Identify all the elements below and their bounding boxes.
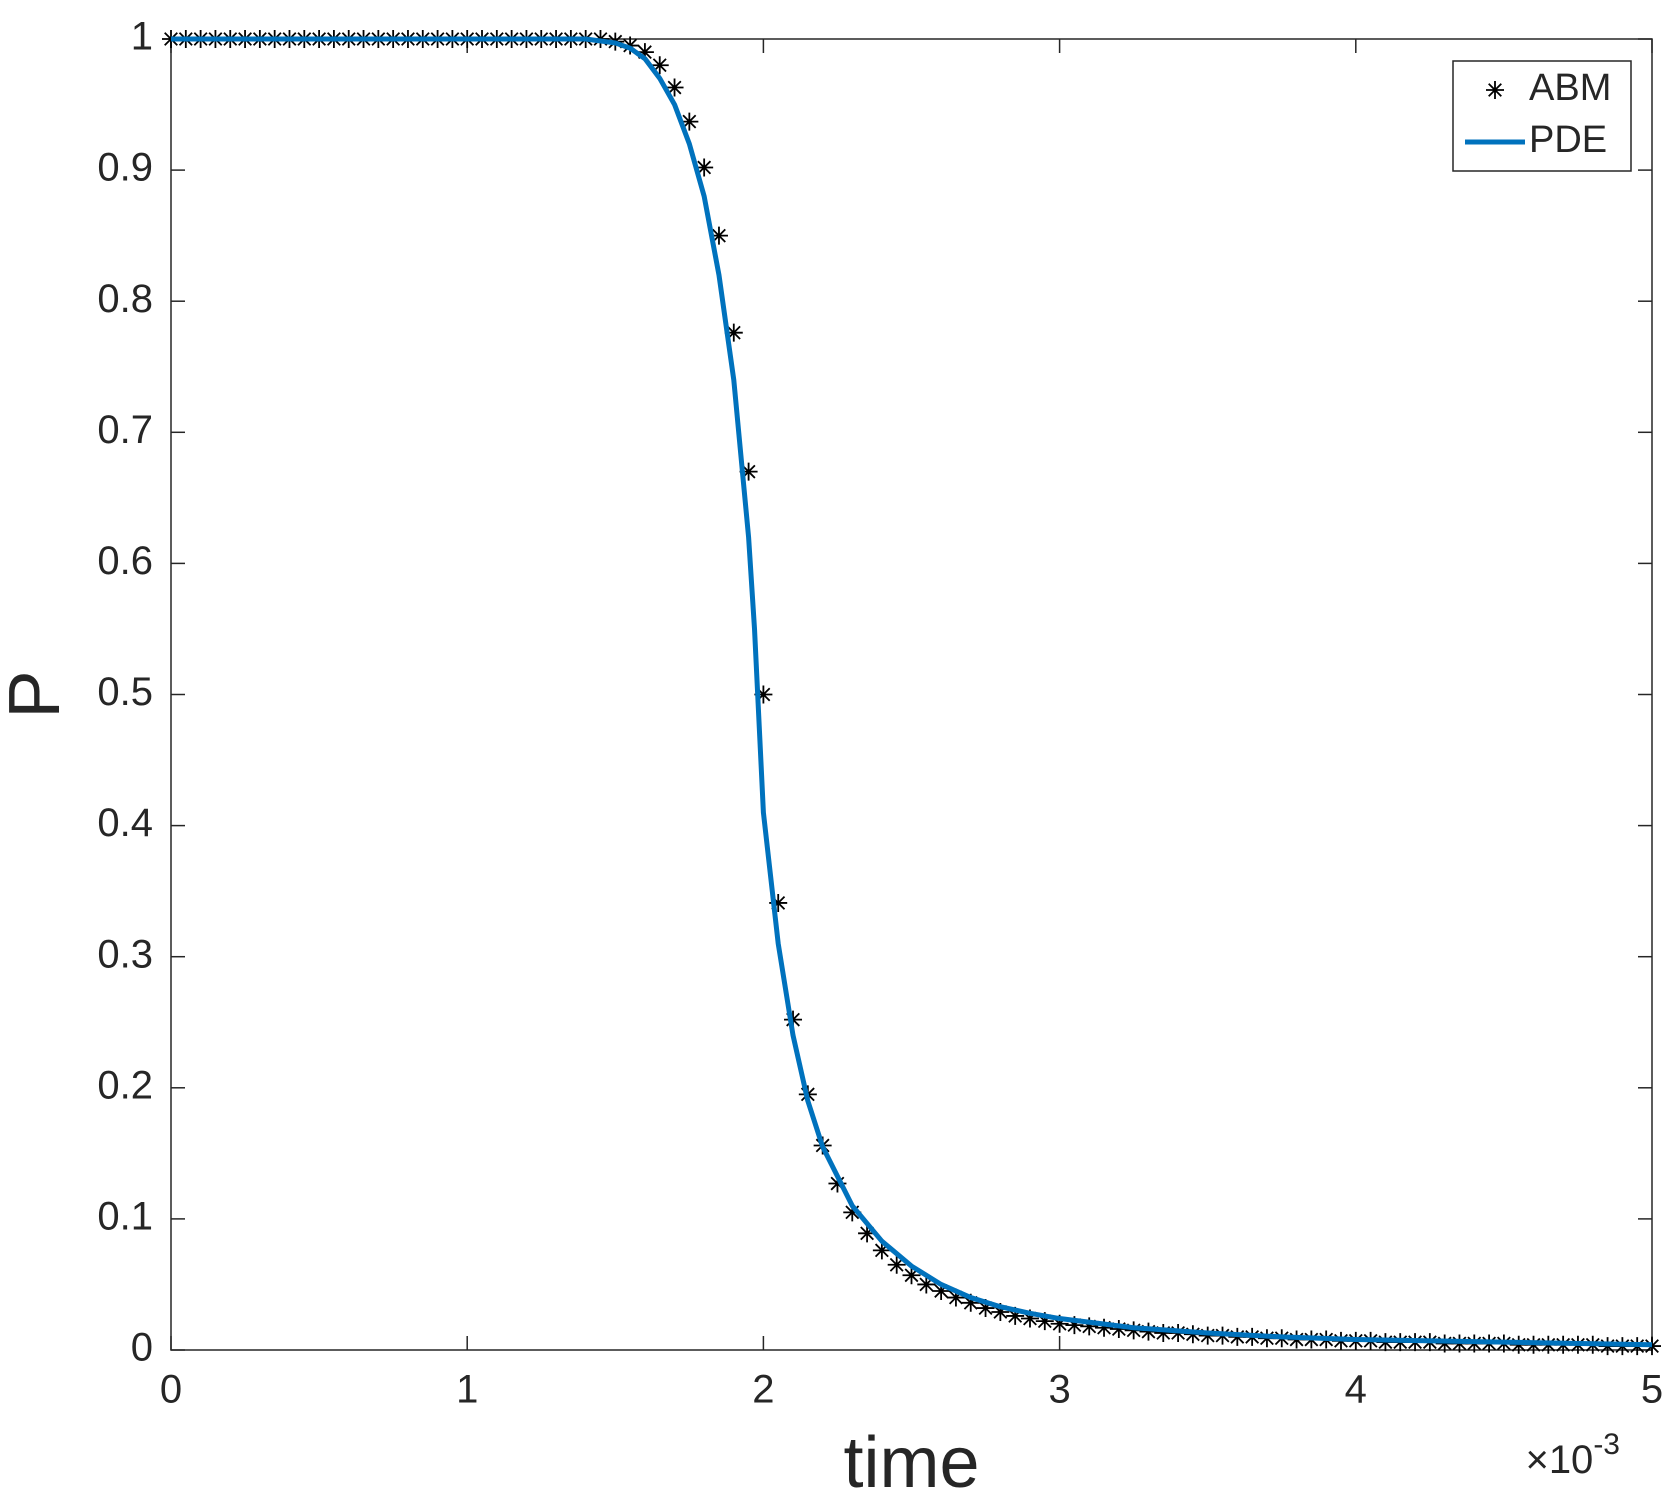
abm-marker <box>635 43 654 62</box>
abm-marker <box>932 1282 951 1301</box>
y-tick-label: 0.7 <box>97 408 153 452</box>
y-tick-label: 0.4 <box>97 801 153 845</box>
abm-marker <box>1050 1314 1069 1333</box>
abm-marker <box>976 1299 995 1318</box>
abm-marker <box>769 893 788 912</box>
abm-marker <box>754 685 773 704</box>
abm-marker <box>709 226 728 245</box>
abm-marker <box>665 78 684 97</box>
abm-marker <box>1020 1309 1039 1328</box>
abm-marker <box>650 56 669 75</box>
x-tick-label: 5 <box>1641 1368 1663 1412</box>
abm-marker <box>902 1266 921 1285</box>
abm-marker <box>1035 1312 1054 1331</box>
plot-box <box>170 38 1653 1351</box>
x-multiplier: ×10-3 <box>1525 1428 1620 1482</box>
legend-marker <box>1486 81 1504 99</box>
y-tick-label: 0.8 <box>97 277 153 321</box>
abm-marker <box>843 1203 862 1222</box>
abm-marker <box>784 1010 803 1029</box>
abm-marker <box>872 1241 891 1260</box>
abm-marker <box>887 1255 906 1274</box>
abm-marker <box>1095 1318 1114 1337</box>
legend-label: PDE <box>1529 119 1607 161</box>
y-axis-label: P <box>0 670 75 718</box>
abm-marker <box>1065 1316 1084 1335</box>
x-multiplier-base: ×10 <box>1525 1438 1593 1482</box>
x-tick-label: 4 <box>1345 1368 1367 1412</box>
abm-marker <box>1006 1306 1025 1325</box>
x-multiplier-exponent: -3 <box>1593 1428 1620 1461</box>
abm-marker <box>1154 1323 1173 1342</box>
abm-marker <box>1198 1326 1217 1345</box>
y-tick-label: 1 <box>131 15 153 59</box>
x-tick-label: 0 <box>160 1368 182 1412</box>
y-tick-label: 0.9 <box>97 146 153 190</box>
abm-marker <box>917 1275 936 1294</box>
abm-marker <box>991 1302 1010 1321</box>
abm-marker <box>739 462 758 481</box>
abm-marker <box>961 1293 980 1312</box>
y-tick-label: 0.2 <box>97 1063 153 1107</box>
abm-marker <box>828 1174 847 1193</box>
abm-marker <box>946 1288 965 1307</box>
y-tick-label: 0.1 <box>97 1194 153 1238</box>
y-tick-label: 0.5 <box>97 670 153 714</box>
x-tick-label: 3 <box>1048 1368 1070 1412</box>
abm-marker <box>1643 1337 1661 1356</box>
legend-box <box>1452 60 1632 172</box>
pde-line <box>171 36 1653 1348</box>
abm-marker <box>724 323 743 342</box>
abm-marker <box>1124 1321 1143 1340</box>
abm-marker <box>680 112 699 131</box>
y-tick-label: 0.3 <box>97 932 153 976</box>
abm-marker <box>858 1224 877 1243</box>
abm-marker <box>1109 1320 1128 1339</box>
x-axis-label: time <box>843 1423 979 1499</box>
y-tick-label: 0 <box>131 1326 153 1370</box>
abm-marker <box>695 158 714 177</box>
x-tick-label: 1 <box>456 1368 478 1412</box>
legend-label: ABM <box>1529 67 1611 109</box>
abm-marker <box>1139 1322 1158 1341</box>
abm-marker <box>1080 1317 1099 1336</box>
x-tick-label: 2 <box>752 1368 774 1412</box>
y-tick-label: 0.6 <box>97 539 153 583</box>
